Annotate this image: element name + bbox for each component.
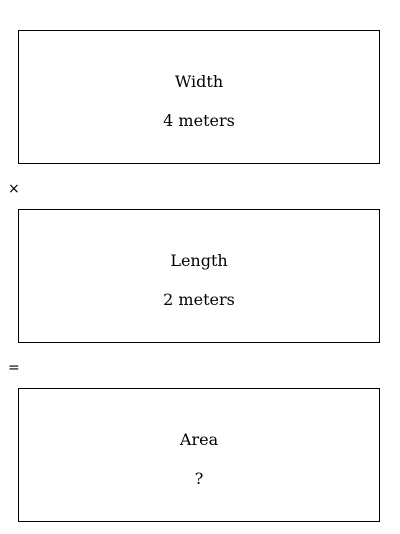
length-title: Length xyxy=(170,251,228,270)
area-value: ? xyxy=(194,469,204,488)
equals-operator: = xyxy=(8,360,20,376)
width-title: Width xyxy=(174,72,224,91)
area-box: Area ? xyxy=(18,388,380,522)
length-value: 2 meters xyxy=(163,290,235,309)
width-value: 4 meters xyxy=(163,111,235,130)
width-box: Width 4 meters xyxy=(18,30,380,164)
area-title: Area xyxy=(179,430,219,449)
multiply-operator: × xyxy=(8,181,20,197)
length-box: Length 2 meters xyxy=(18,209,380,343)
